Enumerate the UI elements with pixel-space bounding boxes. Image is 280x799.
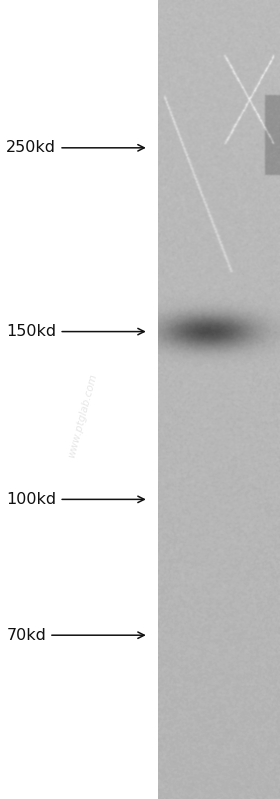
- Text: www.ptglab.com: www.ptglab.com: [66, 372, 98, 459]
- Text: 250kd: 250kd: [6, 141, 144, 155]
- Text: 70kd: 70kd: [6, 628, 144, 642]
- Text: 100kd: 100kd: [6, 492, 144, 507]
- Text: 150kd: 150kd: [6, 324, 144, 339]
